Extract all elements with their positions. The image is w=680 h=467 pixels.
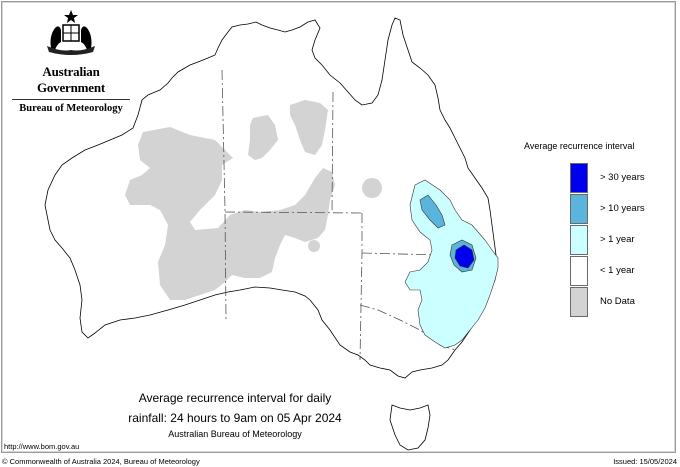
no-data-qld-spot bbox=[362, 178, 382, 198]
legend-title: Average recurrence interval bbox=[524, 141, 635, 151]
copyright-text: © Commonwealth of Australia 2024, Bureau… bbox=[2, 457, 200, 466]
legend-label: > 10 years bbox=[600, 203, 645, 214]
legend-swatch-lt-1 bbox=[570, 256, 588, 286]
legend-swatch-gt-10 bbox=[570, 194, 588, 224]
legend-swatch-gt-30 bbox=[570, 163, 588, 193]
australia-map bbox=[44, 17, 499, 451]
legend-label: > 1 year bbox=[600, 234, 635, 245]
bom-logo: Australian Government Bureau of Meteorol… bbox=[10, 8, 132, 114]
issued-date: Issued: 15/05/2024 bbox=[613, 457, 677, 466]
logo-divider bbox=[12, 99, 130, 100]
legend-swatch-gt-1 bbox=[570, 225, 588, 255]
caption-line-1: Average recurrence interval for daily bbox=[138, 391, 332, 405]
border-nt-sa bbox=[224, 211, 363, 214]
ari-regions bbox=[404, 179, 499, 349]
border-nt-qld bbox=[331, 91, 334, 213]
caption-line-3: Australian Bureau of Meteorology bbox=[168, 429, 302, 439]
no-data-regions bbox=[125, 100, 382, 300]
no-data-sa-spot bbox=[308, 240, 320, 252]
caption-line-2: rainfall: 24 hours to 9am on 05 Apr 2024 bbox=[128, 411, 342, 425]
no-data-nt-north bbox=[248, 115, 278, 160]
legend-label: No Data bbox=[600, 296, 635, 307]
coastline bbox=[44, 17, 498, 379]
ari-gt-30-years bbox=[454, 244, 475, 269]
ari-gt-10-years-north bbox=[419, 194, 446, 229]
no-data-west bbox=[125, 127, 335, 300]
map-frame bbox=[1, 1, 676, 453]
legend-label: < 1 year bbox=[600, 265, 635, 276]
website-link[interactable]: http://www.bom.gov.au bbox=[4, 442, 80, 451]
government-title: Australian Government bbox=[36, 64, 106, 95]
border-sa-east bbox=[359, 213, 363, 361]
border-wa bbox=[221, 69, 227, 321]
legend-label: > 30 years bbox=[600, 172, 645, 183]
ari-gt-1-year bbox=[404, 179, 499, 349]
coat-of-arms-icon bbox=[47, 10, 95, 55]
tasmania bbox=[389, 404, 431, 451]
map-caption: Average recurrence interval for daily ra… bbox=[110, 388, 360, 441]
legend-swatch-no-data bbox=[570, 287, 588, 317]
agency-title: Bureau of Meteorology bbox=[19, 103, 123, 114]
no-data-nt-east bbox=[290, 100, 328, 155]
